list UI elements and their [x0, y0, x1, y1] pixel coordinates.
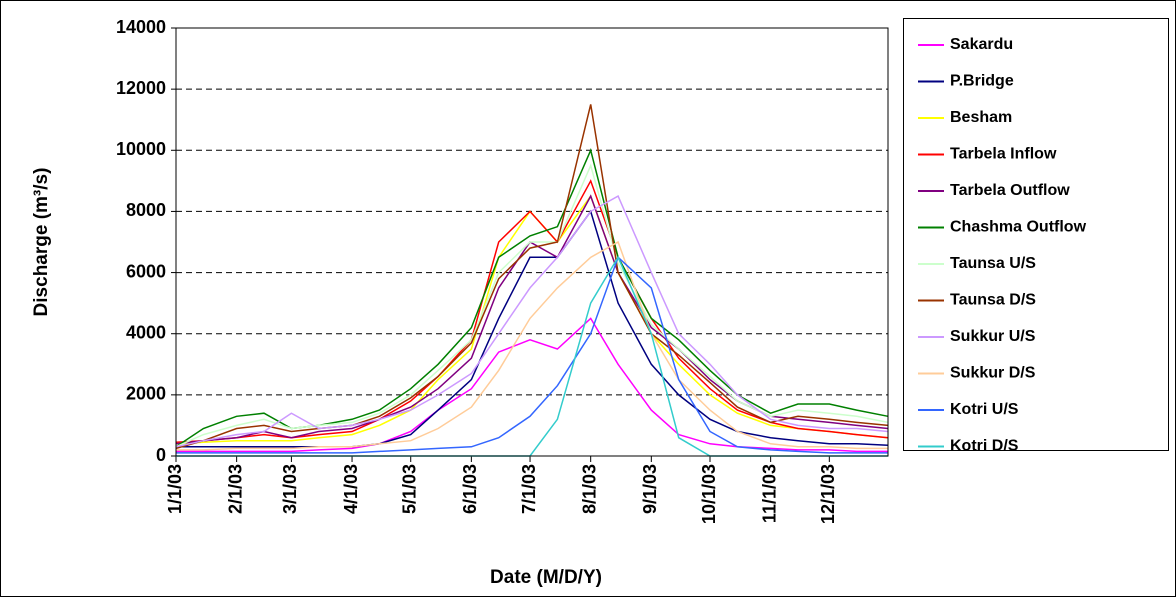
series-line	[176, 317, 888, 453]
y-tick-label: 14000	[116, 17, 166, 37]
y-tick-label: 2000	[126, 384, 166, 404]
x-tick-label: 10/1/03	[699, 464, 719, 524]
legend-label: Kotri U/S	[950, 401, 1019, 418]
series-line	[176, 209, 889, 448]
x-axis-label: Date (M/D/Y)	[490, 567, 602, 588]
legend-label: Sakardu	[950, 36, 1013, 53]
series-line	[175, 195, 889, 448]
y-axis-label: Discharge (m³/s)	[31, 168, 52, 317]
series-line	[175, 104, 889, 450]
legend-label: P.Bridge	[950, 73, 1014, 90]
series-line	[176, 255, 888, 454]
y-tick-label: 12000	[116, 78, 166, 98]
y-tick-label: 10000	[116, 139, 166, 159]
y-tick-label: 8000	[126, 200, 166, 220]
legend-label: Tarbela Inflow	[950, 146, 1057, 163]
x-tick-label: 6/1/03	[460, 464, 480, 514]
plot-border	[175, 27, 889, 457]
legend-label: Taunsa U/S	[950, 255, 1036, 272]
x-tick-label: 2/1/03	[225, 464, 245, 514]
x-tick-label: 3/1/03	[280, 464, 300, 514]
legend-label: Besham	[950, 109, 1012, 126]
x-tick-label: 8/1/03	[579, 464, 599, 514]
x-tick-label: 1/1/03	[165, 464, 185, 514]
legend-label: Taunsa D/S	[950, 292, 1036, 309]
y-tick-label: 4000	[126, 322, 166, 342]
legend-label: Tarbela Outflow	[950, 182, 1070, 199]
series-line	[176, 240, 888, 451]
x-tick-label: 7/1/03	[519, 464, 539, 514]
legend-label: Sukkur U/S	[950, 328, 1036, 345]
legend-label: Kotri D/S	[950, 438, 1019, 455]
x-tick-label: 12/1/03	[818, 464, 838, 524]
x-tick-label: 4/1/03	[341, 464, 361, 514]
y-tick-label: 0	[156, 445, 166, 465]
series-line	[175, 163, 889, 448]
x-tick-label: 5/1/03	[399, 464, 419, 514]
x-tick-label: 11/1/03	[759, 464, 779, 523]
legend-label: Sukkur D/S	[950, 365, 1036, 382]
legend-box	[903, 18, 1169, 451]
y-tick-label: 6000	[126, 261, 166, 281]
x-tick-label: 9/1/03	[640, 464, 660, 514]
legend-label: Chashma Outflow	[950, 219, 1087, 236]
